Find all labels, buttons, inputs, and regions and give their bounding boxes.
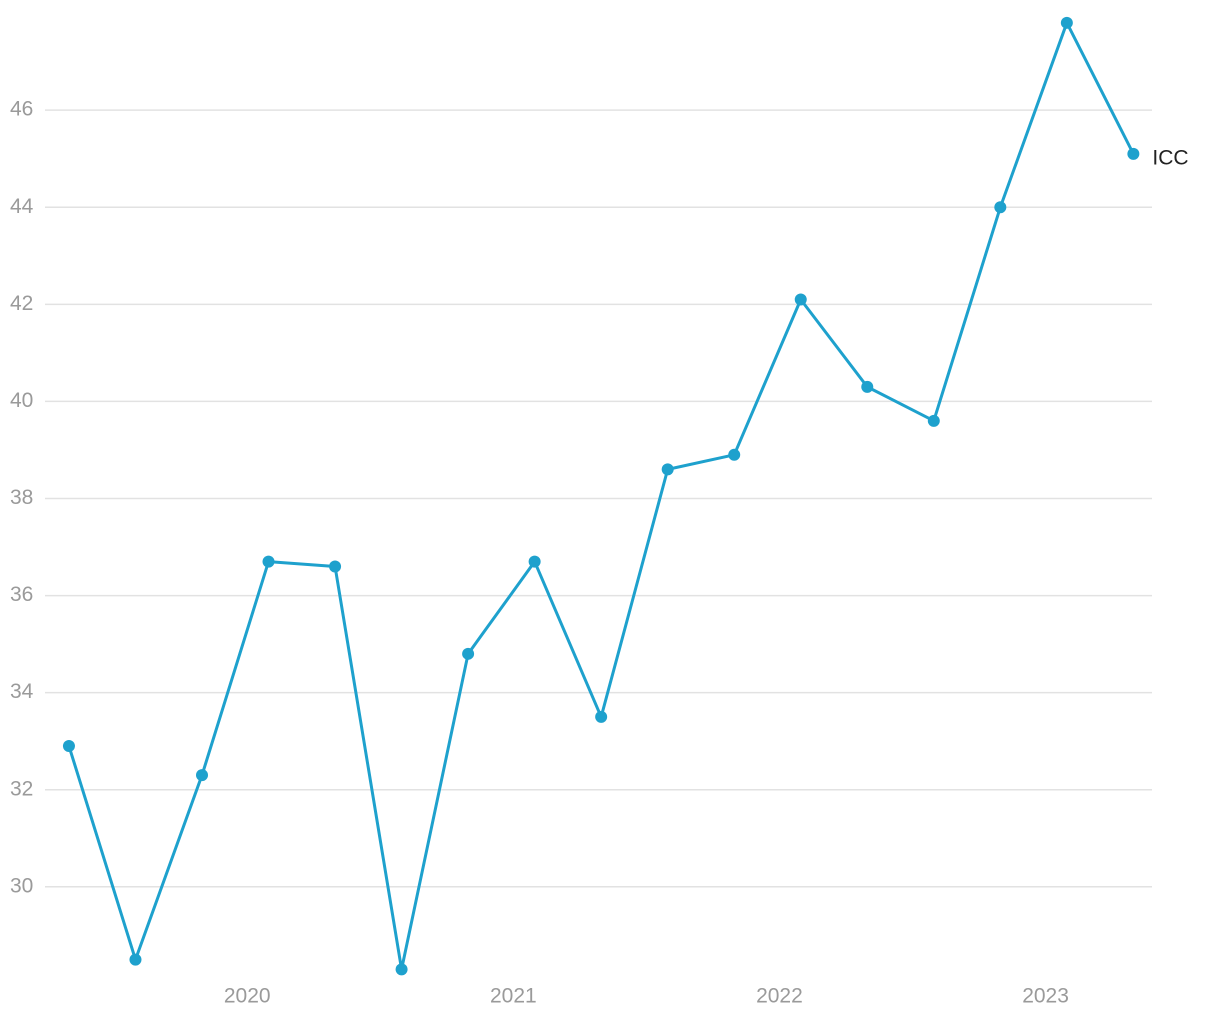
x-tick-label: 2023 [1022,985,1069,1008]
y-tick-label: 40 [10,389,33,412]
point [62,740,75,753]
series-line [67,21,1135,971]
point [927,414,940,427]
point [994,201,1007,214]
x-tick-label: 2022 [756,985,803,1008]
y-tick-label: 46 [10,98,33,121]
point [528,555,541,568]
y-tick-label: 30 [10,874,33,897]
point [728,448,741,461]
y-tick-label: 36 [10,583,33,606]
point [794,293,807,306]
y-tick-label: 42 [10,292,33,315]
series-label: ICC [1152,146,1188,169]
point [1127,147,1140,160]
y-tick-label: 32 [10,777,33,800]
point [661,463,674,476]
point [1060,16,1073,29]
y-tick-label: 38 [10,486,33,509]
point [196,769,209,782]
y-tick-label: 34 [10,680,34,703]
point [595,710,608,723]
y-tick-label: 44 [10,195,34,218]
x-tick-label: 2020 [224,985,271,1008]
x-tick-label: 2021 [490,985,537,1008]
point [129,953,142,966]
point [861,380,874,393]
point [462,647,475,660]
point [395,963,408,976]
point [262,555,275,568]
point [329,560,342,573]
